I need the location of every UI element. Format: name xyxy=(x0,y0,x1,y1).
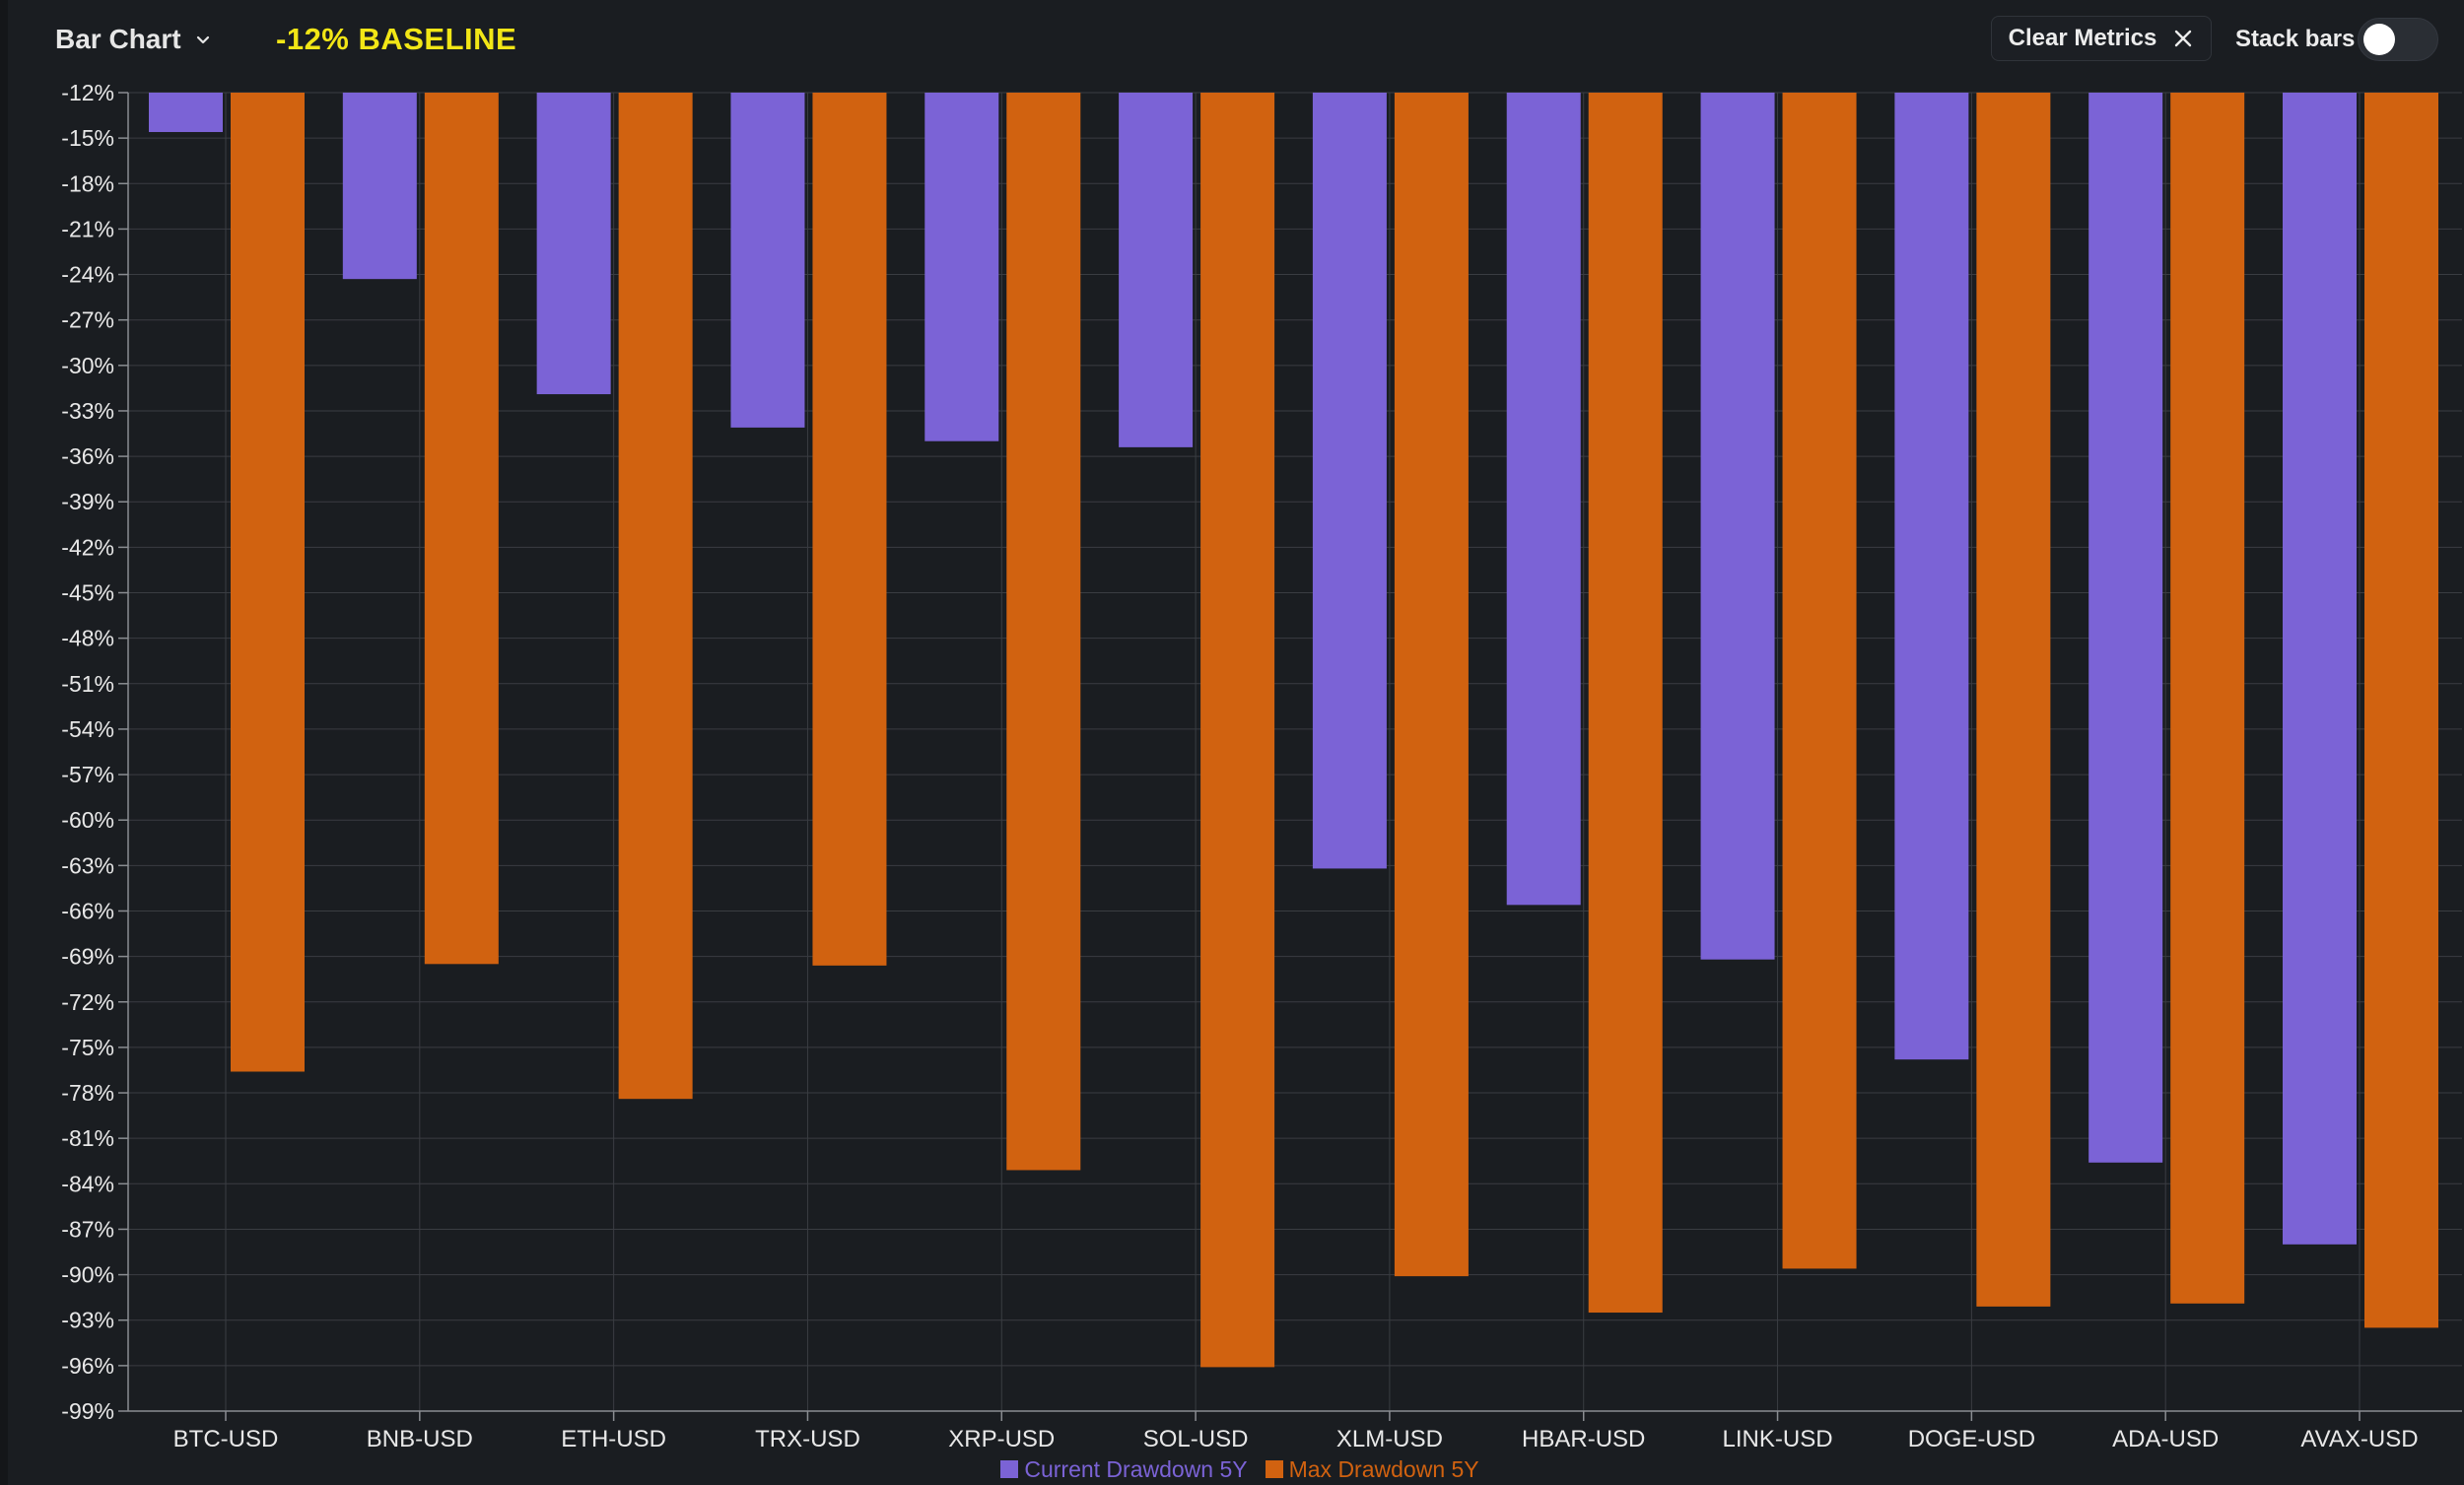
y-tick-label: -84% xyxy=(61,1171,114,1196)
y-tick-label: -66% xyxy=(61,898,114,923)
x-tick-label: AVAX-USD xyxy=(2300,1426,2418,1452)
bar-current-drawdown[interactable] xyxy=(2283,93,2357,1245)
chart-type-label: Bar Chart xyxy=(55,24,181,54)
x-tick-label: DOGE-USD xyxy=(1908,1426,2035,1452)
y-tick-label: -54% xyxy=(61,716,114,742)
y-tick-label: -81% xyxy=(61,1125,114,1151)
x-tick-label: TRX-USD xyxy=(755,1426,860,1452)
bar-max-drawdown[interactable] xyxy=(424,93,499,965)
legend-item[interactable]: Current Drawdown 5Y xyxy=(1000,1455,1248,1483)
bar-current-drawdown[interactable] xyxy=(1700,93,1775,960)
bar-current-drawdown[interactable] xyxy=(1894,93,1969,1060)
x-tick-label: ETH-USD xyxy=(561,1426,666,1452)
x-axis-ticks: BTC-USD BNB-USD ETH-USD TRX-USD XRP-USD SOL-U… xyxy=(128,1410,2462,1452)
y-tick-label: -63% xyxy=(61,852,114,878)
x-tick-label: HBAR-USD xyxy=(1522,1426,1645,1452)
bar-max-drawdown[interactable] xyxy=(1394,93,1469,1277)
y-tick-label: -30% xyxy=(61,353,114,378)
y-tick-label: -60% xyxy=(61,807,114,833)
x-tick-label: XRP-USD xyxy=(948,1426,1055,1452)
legend-item[interactable]: Max Drawdown 5Y xyxy=(1265,1455,1479,1483)
y-tick-label: -99% xyxy=(61,1398,114,1424)
grid-lines xyxy=(128,92,2462,1412)
bar-max-drawdown[interactable] xyxy=(1006,93,1081,1171)
chevron-down-icon xyxy=(193,30,213,49)
chart-type-dropdown[interactable]: Bar Chart xyxy=(55,18,213,61)
y-tick-label: -42% xyxy=(61,534,114,560)
x-tick-label: XLM-USD xyxy=(1336,1426,1443,1452)
bar-chart: -12% -15% -18% -21% -24% -27% -30% -33% -36% -39%… xyxy=(61,80,2462,1452)
legend-swatch xyxy=(1000,1460,1019,1478)
y-axis-ticks: -12% -15% -18% -21% -24% -27% -30% -33% -36% -39%… xyxy=(61,80,129,1424)
bar-current-drawdown[interactable] xyxy=(1312,93,1387,869)
chart-legend: Current Drawdown 5Y Max Drawdown 5Y xyxy=(8,1454,2464,1484)
y-tick-label: -18% xyxy=(61,170,114,196)
bar-max-drawdown[interactable] xyxy=(1976,93,2051,1307)
y-tick-label: -51% xyxy=(61,671,114,697)
y-tick-label: -39% xyxy=(61,489,114,514)
bar-max-drawdown[interactable] xyxy=(1588,93,1663,1314)
toggle-knob xyxy=(2363,24,2395,55)
y-tick-label: -21% xyxy=(61,216,114,241)
x-tick-label: SOL-USD xyxy=(1143,1426,1249,1452)
bar-current-drawdown[interactable] xyxy=(1506,93,1581,906)
bar-max-drawdown[interactable] xyxy=(1782,93,1857,1269)
y-tick-label: -33% xyxy=(61,398,114,424)
y-tick-label: -69% xyxy=(61,944,114,970)
y-tick-label: -90% xyxy=(61,1262,114,1288)
x-tick-label: ADA-USD xyxy=(2112,1426,2219,1452)
bars xyxy=(149,93,2438,1368)
baseline-label: -12% BASELINE xyxy=(276,22,517,56)
y-tick-label: -75% xyxy=(61,1035,114,1060)
bar-max-drawdown[interactable] xyxy=(2170,93,2245,1304)
x-tick-label: LINK-USD xyxy=(1723,1426,1833,1452)
chart-toolbar: Bar Chart -12% BASELINE Clear Metrics St… xyxy=(8,0,2464,79)
legend-label: Current Drawdown 5Y xyxy=(1024,1455,1248,1482)
y-tick-label: -72% xyxy=(61,989,114,1015)
bar-current-drawdown[interactable] xyxy=(924,93,999,441)
close-icon xyxy=(2172,28,2194,49)
bar-current-drawdown[interactable] xyxy=(1119,93,1194,447)
y-tick-label: -12% xyxy=(61,80,114,105)
stack-bars-toggle[interactable] xyxy=(2358,18,2438,61)
y-tick-label: -45% xyxy=(61,580,114,606)
stack-bars-label: Stack bars xyxy=(2235,26,2356,52)
y-tick-label: -78% xyxy=(61,1080,114,1106)
y-tick-label: -93% xyxy=(61,1308,114,1333)
bar-current-drawdown[interactable] xyxy=(149,93,223,132)
bar-max-drawdown[interactable] xyxy=(812,93,887,966)
bar-current-drawdown[interactable] xyxy=(730,93,805,428)
legend-swatch xyxy=(1265,1460,1283,1478)
bar-current-drawdown[interactable] xyxy=(2088,93,2163,1163)
y-tick-label: -27% xyxy=(61,307,114,333)
clear-metrics-button[interactable]: Clear Metrics xyxy=(1991,16,2212,61)
y-tick-label: -96% xyxy=(61,1353,114,1379)
bar-max-drawdown[interactable] xyxy=(2364,93,2438,1328)
y-tick-label: -87% xyxy=(61,1216,114,1242)
x-tick-label: BTC-USD xyxy=(173,1426,279,1452)
bar-max-drawdown[interactable] xyxy=(618,93,693,1100)
y-tick-label: -48% xyxy=(61,626,114,651)
bar-current-drawdown[interactable] xyxy=(342,93,417,280)
y-tick-label: -15% xyxy=(61,125,114,151)
bar-max-drawdown[interactable] xyxy=(1200,93,1275,1368)
bar-max-drawdown[interactable] xyxy=(231,93,305,1072)
legend-label: Max Drawdown 5Y xyxy=(1288,1455,1479,1482)
clear-metrics-label: Clear Metrics xyxy=(2008,25,2157,51)
bar-current-drawdown[interactable] xyxy=(536,93,611,395)
y-tick-label: -24% xyxy=(61,262,114,288)
y-tick-label: -36% xyxy=(61,443,114,469)
y-tick-label: -57% xyxy=(61,762,114,787)
x-tick-label: BNB-USD xyxy=(367,1426,473,1452)
